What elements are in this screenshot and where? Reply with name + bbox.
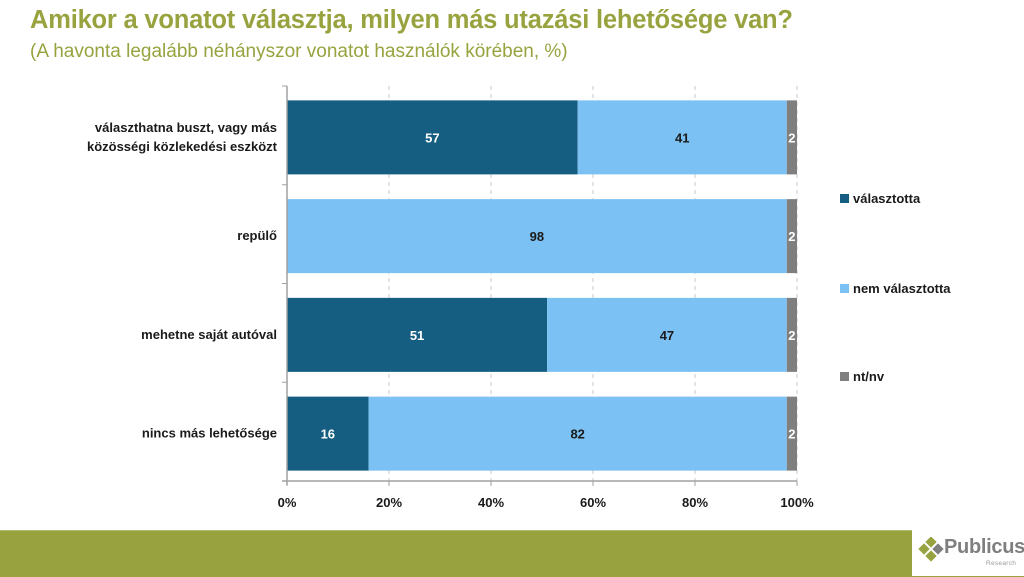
bar-segment-nem-v-lasztotta — [547, 297, 787, 372]
x-tick-label: 80% — [682, 495, 708, 510]
category-label: közösségi közlekedési eszközt — [87, 139, 278, 154]
page-subtitle: (A havonta legalább néhányszor vonatot h… — [30, 41, 568, 62]
data-label: 51 — [410, 328, 424, 343]
logo — [912, 530, 1024, 576]
bar-segment-nem-v-lasztotta — [368, 396, 787, 471]
bar-segment-nt-nv — [786, 297, 797, 372]
brand-subtitle: Research — [986, 560, 1017, 567]
x-tick-label: 0% — [278, 495, 297, 510]
legend-label: nem választotta — [853, 281, 951, 296]
page-title: Amikor a vonatot választja, milyen más u… — [30, 6, 793, 34]
bar-segment-nt-nv — [786, 100, 797, 175]
bar-segment-v-lasztotta — [287, 100, 578, 175]
data-label: 57 — [425, 130, 439, 145]
data-label: 98 — [530, 229, 544, 244]
bar-segment-nem-v-lasztotta — [287, 199, 787, 274]
bar-segment-v-lasztotta — [287, 297, 548, 372]
stacked-bar-chart: 57 41 2 választhatna buszt, vagy más közössé… — [87, 85, 951, 510]
data-label: 2 — [788, 229, 795, 244]
bar-segment-nem-v-lasztotta — [577, 100, 787, 175]
category-label: mehetne saját autóval — [141, 327, 277, 342]
category-label: választhatna buszt, vagy más — [95, 120, 277, 135]
data-label: 2 — [788, 328, 795, 343]
data-label: 41 — [675, 130, 689, 145]
x-tick-label: 20% — [376, 495, 402, 510]
bar-segment-nt-nv — [786, 199, 797, 274]
brand-name: Publicus — [944, 536, 1024, 558]
data-label: 47 — [660, 328, 674, 343]
legend-swatch — [840, 194, 849, 203]
legend-swatch — [840, 284, 849, 293]
data-label: 2 — [788, 427, 795, 442]
category-label: repülő — [237, 228, 277, 243]
bar-segment-v-lasztotta — [287, 396, 369, 471]
category-label: nincs más lehetősége — [142, 426, 277, 441]
data-label: 82 — [570, 427, 584, 442]
x-tick-label: 100% — [780, 495, 814, 510]
legend-label: választotta — [853, 191, 921, 206]
legend-swatch — [840, 372, 849, 381]
publicus-logo-icon — [918, 537, 944, 562]
x-tick-label: 60% — [580, 495, 606, 510]
x-tick-label: 40% — [478, 495, 504, 510]
footer-band — [0, 530, 1024, 577]
data-label: 16 — [321, 427, 335, 442]
data-label: 2 — [788, 130, 795, 145]
bar-segment-nt-nv — [786, 396, 797, 471]
legend-label: nt/nv — [853, 369, 885, 384]
